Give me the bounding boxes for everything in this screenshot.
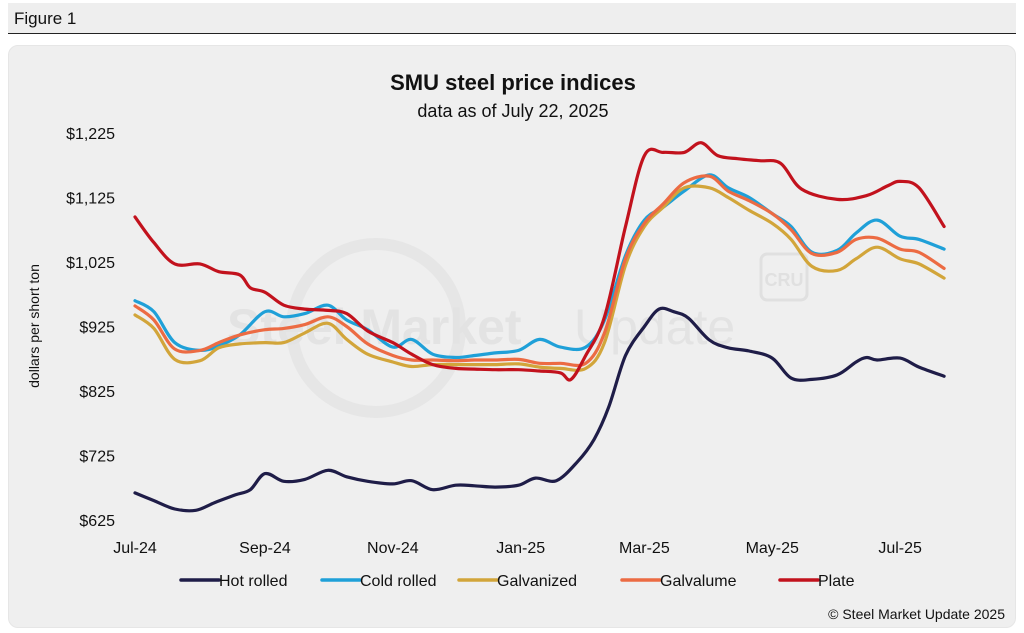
series-line-galvanized — [133, 184, 946, 372]
x-tick-label: Sep-24 — [239, 540, 291, 557]
legend-label-cold-rolled: Cold rolled — [360, 573, 436, 590]
x-axis-ticks: Jul-24 Sep-24 Nov-24 Jan-25 Mar-25 May-25 Jul-… — [113, 540, 922, 557]
y-tick-label: $1,225 — [66, 126, 115, 143]
chart-title: SMU steel price indices — [390, 70, 636, 95]
figure-label: Figure 1 — [14, 9, 77, 28]
legend-label-hot-rolled: Hot rolled — [219, 573, 287, 590]
x-tick-label: May-25 — [746, 540, 799, 557]
y-tick-label: $925 — [79, 320, 115, 337]
copyright-credit: © Steel Market Update 2025 — [828, 606, 1005, 622]
watermark-text-bold: Steel Market — [227, 299, 522, 355]
figure-header: Figure 1 — [8, 3, 1016, 34]
y-tick-label: $825 — [79, 384, 115, 401]
y-axis-ticks: $625 $725 $825 $925 $1,025 $1,125 $1,225 — [66, 126, 115, 530]
y-tick-label: $1,125 — [66, 191, 115, 208]
y-axis-label: dollars per short ton — [26, 264, 42, 388]
x-tick-label: Jul-25 — [878, 540, 922, 557]
x-tick-label: Jan-25 — [496, 540, 545, 557]
steel-price-chart: Steel Market Update CRU SMU steel price … — [26, 70, 1005, 622]
x-tick-label: Jul-24 — [113, 540, 157, 557]
y-tick-label: $725 — [79, 449, 115, 466]
series-line-plate — [133, 141, 946, 382]
legend-label-galvanized: Galvanized — [497, 573, 577, 590]
series-line-hot-rolled — [133, 306, 946, 513]
x-tick-label: Mar-25 — [619, 540, 670, 557]
legend-label-galvalume: Galvalume — [660, 573, 737, 590]
series-line-galvalume — [133, 174, 946, 368]
legend-label-plate: Plate — [818, 573, 855, 590]
y-tick-label: $1,025 — [66, 255, 115, 272]
y-tick-label: $625 — [79, 513, 115, 530]
watermark-badge-box — [759, 252, 809, 302]
chart-frame: Steel Market Update CRU SMU steel price … — [8, 45, 1016, 628]
legend: Hot rolled Cold rolled Galvanized Galvalume… — [179, 573, 855, 590]
watermark-badge-text: CRU — [765, 270, 804, 290]
x-tick-label: Nov-24 — [367, 540, 419, 557]
chart-subtitle: data as of July 22, 2025 — [417, 101, 608, 121]
series-lines — [133, 141, 946, 513]
